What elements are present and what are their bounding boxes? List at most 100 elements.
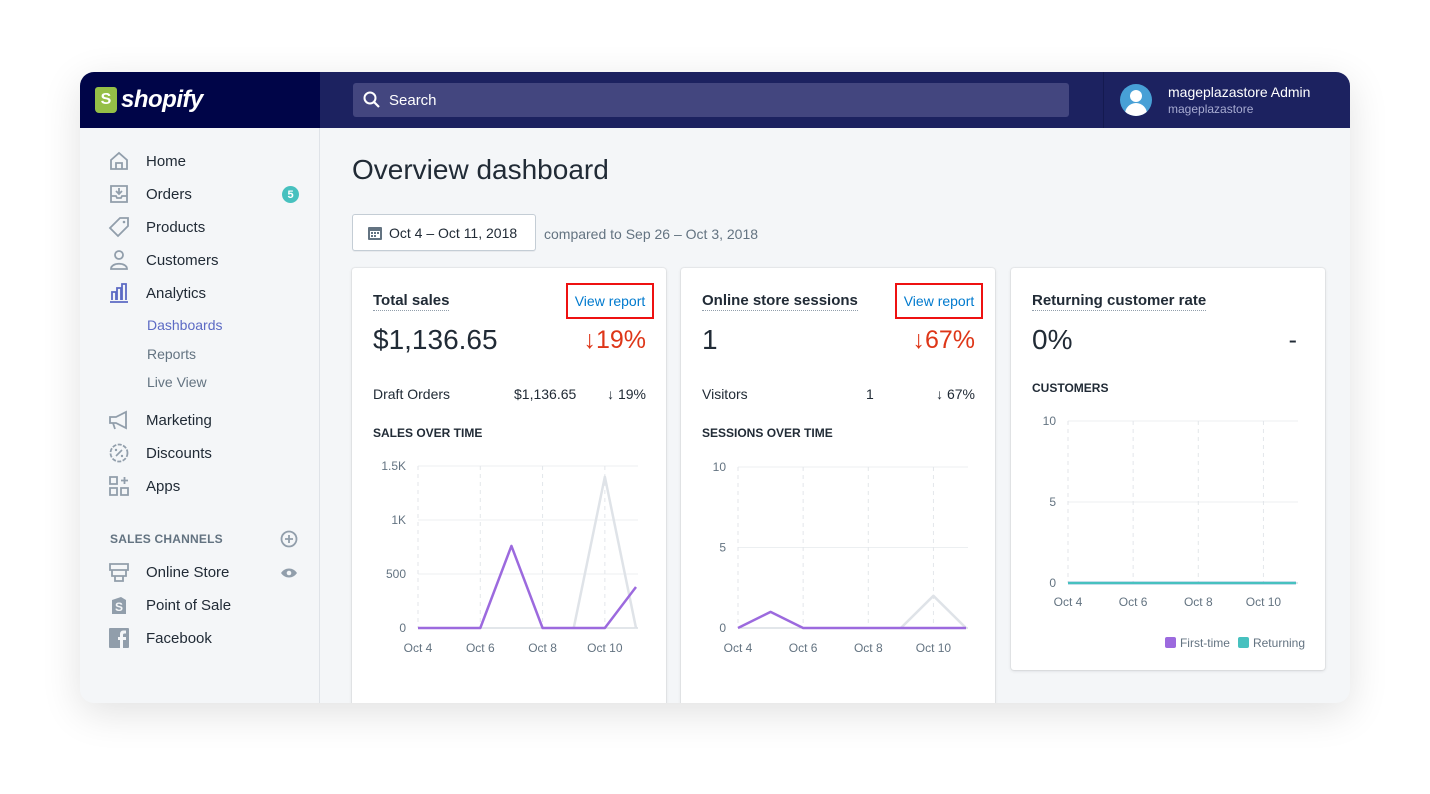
sidebar-item-point-of-sale[interactable]: S Point of Sale [108,594,231,616]
x-tick-label: Oct 6 [789,641,818,655]
orders-count-badge: 5 [282,186,299,203]
x-tick-label: Oct 10 [587,641,623,655]
view-report-link[interactable]: View report [895,283,983,319]
sidebar-item-label: Online Store [146,563,230,581]
card-title: Total sales [373,292,450,311]
sidebar-item-label: Customers [146,251,219,269]
card-title: Returning customer rate [1032,292,1207,311]
y-tick-label: 5 [719,541,726,555]
x-tick-label: Oct 4 [724,641,753,655]
x-tick-label: Oct 4 [404,641,433,655]
sidebar-item-analytics[interactable]: Analytics [108,282,206,304]
x-tick-label: Oct 4 [1054,595,1083,609]
sidebar-item-marketing[interactable]: Marketing [108,409,212,431]
returning-customer-card: Returning customer rate 0% - CUSTOMERS 0… [1011,268,1325,670]
series-line-previous [572,475,638,629]
search-input[interactable]: Search [353,83,1069,117]
legend-first-time: First-time [1164,636,1230,650]
row-value: 1 [866,386,874,402]
x-tick-label: Oct 6 [1119,595,1148,609]
sidebar-item-orders[interactable]: Orders [108,183,192,205]
sidebar-item-label: Marketing [146,411,212,429]
y-tick-label: 10 [713,460,727,474]
facebook-icon [108,627,130,649]
section-label: SALES OVER TIME [373,426,483,440]
sidebar-item-label: Orders [146,185,192,203]
view-report-link[interactable]: View report [566,283,654,319]
row-delta: ↓ 19% [607,386,646,402]
row-delta: ↓ 67% [936,386,975,402]
sidebar-item-label: Point of Sale [146,596,232,614]
megaphone-icon [108,409,130,431]
date-range-button[interactable]: Oct 4 – Oct 11, 2018 [352,214,536,251]
y-tick-label: 500 [386,567,406,581]
sessions-value: 1 [702,324,718,355]
sidebar-subitem-dashboards[interactable]: Dashboards [147,317,223,333]
date-range-label: Oct 4 – Oct 11, 2018 [389,224,518,241]
legend-label: First-time [1179,636,1230,650]
pos-bag-icon: S [108,594,130,616]
main-content: Overview dashboard Oct 4 – Oct 11, 2018 … [320,128,1350,703]
sidebar-item-online-store[interactable]: Online Store [108,561,229,583]
svg-text:S: S [115,600,123,614]
total-sales-value: $1,136.65 [373,324,498,355]
sessions-delta: ↓67% [912,326,975,354]
shopify-logo[interactable]: S shopify [80,72,320,128]
shopify-bag-icon: S [95,87,117,113]
sidebar-item-discounts[interactable]: Discounts [108,442,212,464]
x-tick-label: Oct 8 [1184,595,1213,609]
apps-icon [108,475,130,497]
section-label: SESSIONS OVER TIME [702,426,833,440]
legend-label: Returning [1252,636,1305,650]
avatar [1120,84,1152,116]
sidebar-item-products[interactable]: Products [108,216,205,238]
section-label: CUSTOMERS [1032,381,1109,395]
comparison-label: compared to Sep 26 – Oct 3, 2018 [544,226,759,242]
tag-icon [108,216,130,238]
y-tick-label: 1K [391,513,406,527]
sidebar-item-label: Home [146,152,187,170]
series-line-previous [899,594,967,629]
sidebar-subitem-reports[interactable]: Reports [147,346,197,362]
x-tick-label: Oct 6 [466,641,495,655]
y-tick-label: 0 [719,621,726,635]
customers-chart: 0 5 10 Oct 4 Oct 6 Oct 8 Oct 10 [1043,414,1298,609]
sales-channels-heading: SALES CHANNELS [110,532,223,546]
row-value: $1,136.65 [514,386,577,402]
top-bar: Search mageplazastore Admin mageplazastor… [320,72,1350,128]
calendar-icon [368,226,382,240]
x-tick-label: Oct 10 [1246,595,1282,609]
user-menu[interactable]: mageplazastore Admin mageplazastore [1103,72,1350,128]
sidebar-item-home[interactable]: Home [108,150,186,172]
sidebar-item-label: Discounts [146,444,212,462]
home-icon [108,150,130,172]
person-icon [108,249,130,271]
x-tick-label: Oct 8 [528,641,557,655]
row-label: Draft Orders [373,386,451,402]
x-tick-label: Oct 10 [916,641,952,655]
returning-rate-delta: - [1288,326,1297,354]
returning-rate-value: 0% [1032,324,1073,355]
y-tick-label: 10 [1043,414,1057,428]
series-line-current [418,544,637,630]
sidebar-subitem-live-view[interactable]: Live View [147,374,207,390]
eye-icon[interactable] [280,567,298,579]
total-sales-delta: ↓19% [583,326,646,354]
sessions-card: Online store sessions View report 1 ↓67%… [681,268,995,703]
sidebar-item-label: Analytics [146,284,207,302]
sessions-over-time-chart: 0 5 10 Oct 4 Oct 6 Oct 8 Oct 10 [713,460,968,655]
sidebar-item-label: Apps [146,477,181,495]
bar-chart-icon [108,282,130,304]
legend-returning: Returning [1237,636,1305,650]
add-channel-icon[interactable] [280,530,298,548]
sidebar-item-label: Products [146,218,206,236]
sidebar-item-apps[interactable]: Apps [108,475,180,497]
user-name: mageplazastore Admin [1168,84,1311,100]
sidebar-item-customers[interactable]: Customers [108,249,219,271]
sidebar-item-facebook[interactable]: Facebook [108,627,212,649]
y-tick-label: 0 [399,621,406,635]
sidebar-item-label: Facebook [146,629,212,647]
y-tick-label: 5 [1049,495,1056,509]
page-title: Overview dashboard [352,154,609,185]
search-icon [363,91,380,108]
